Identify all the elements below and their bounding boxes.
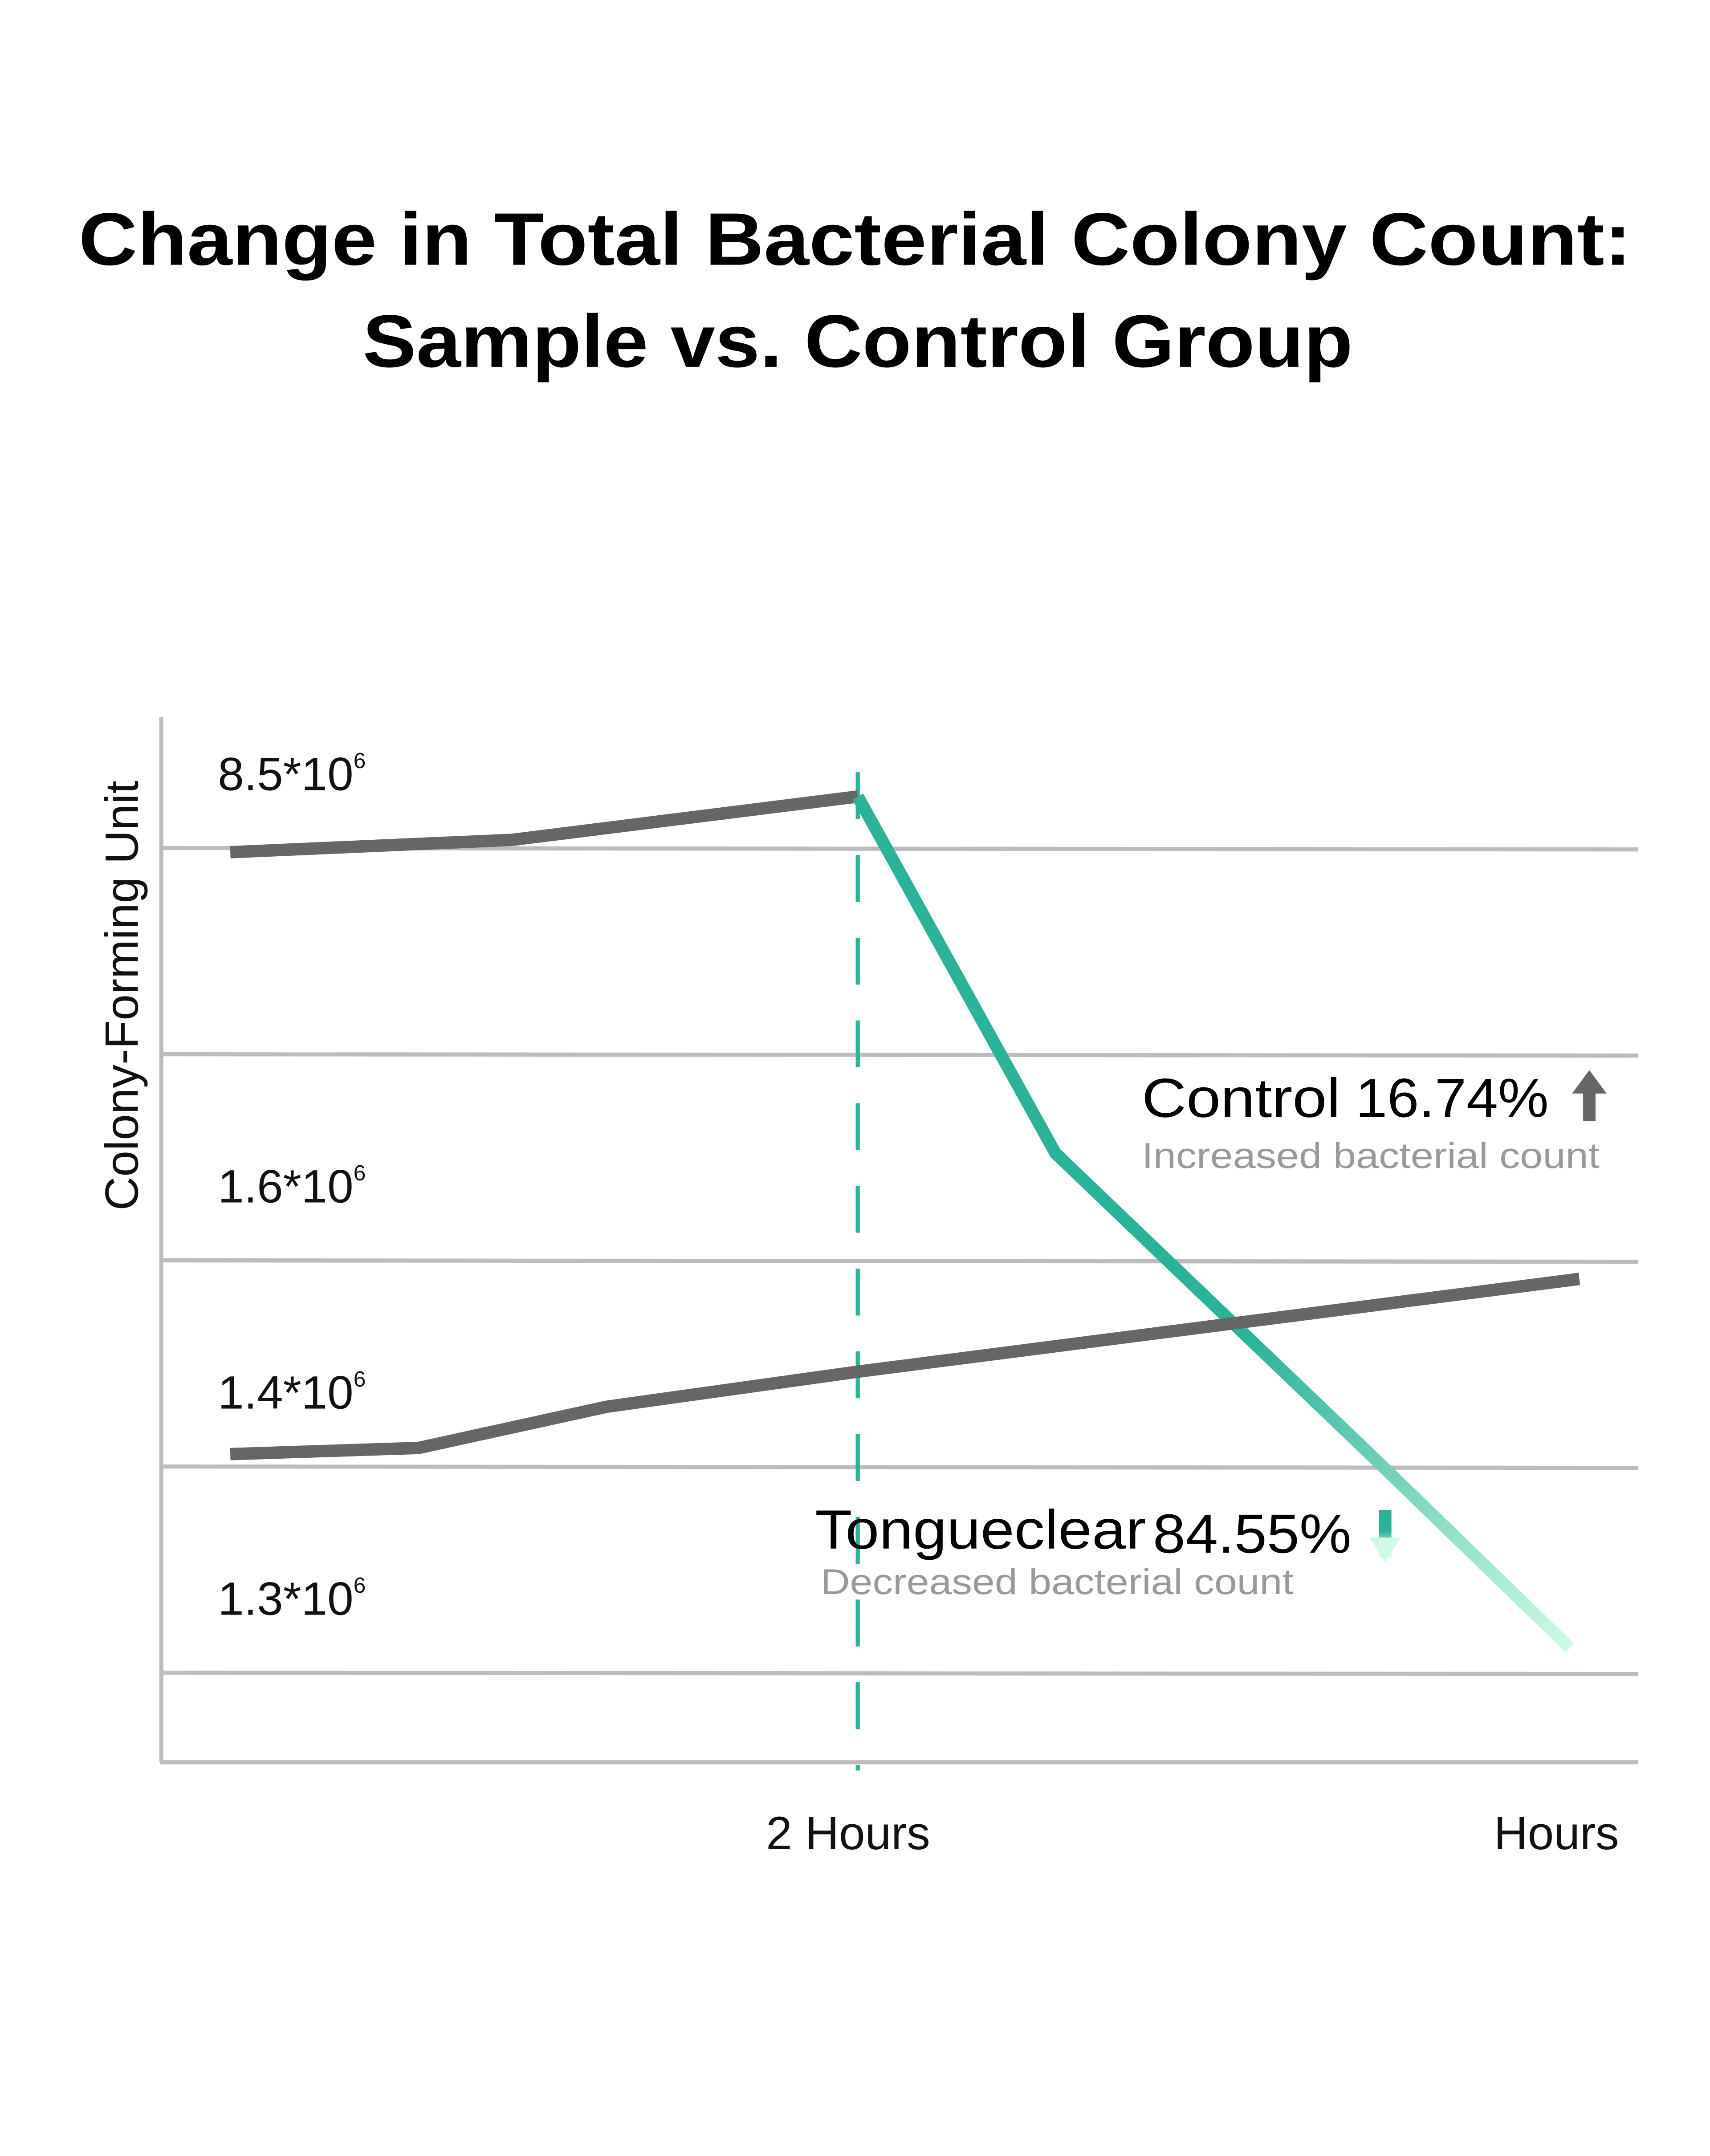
- x-tick-label: 2 Hours: [766, 1807, 930, 1859]
- y-tick-label: 1.4*106: [218, 1367, 366, 1419]
- y-tick-label: 1.6*106: [218, 1160, 366, 1212]
- series-line-control: [230, 1273, 1580, 1460]
- gridline: [161, 1464, 1638, 1470]
- down-arrow-icon: [1369, 1510, 1401, 1562]
- gridline: [161, 1258, 1638, 1264]
- sample-annotation: Tongueclear 84.55% Decreased bacterial c…: [815, 1499, 1401, 1602]
- control-annotation-name: Control: [1142, 1067, 1340, 1129]
- y-tick-labels: 8.5*106 1.6*106 1.4*106 1.3*106: [218, 748, 366, 1625]
- chart-title-line-1: Change in Total Bacterial Colony Count:: [79, 198, 1632, 281]
- series-lines: [230, 790, 1580, 1652]
- gridline: [161, 1670, 1638, 1676]
- control-annotation: Control 16.74% Increased bacterial count: [1142, 1067, 1607, 1176]
- control-annotation-subtitle: Increased bacterial count: [1142, 1136, 1600, 1176]
- control-annotation-value: 16.74%: [1356, 1067, 1549, 1129]
- y-tick-label: 8.5*106: [218, 748, 366, 801]
- sample-annotation-name: Tongueclear: [815, 1499, 1146, 1561]
- up-arrow-icon: [1572, 1070, 1607, 1121]
- series-line-tongueclear: [852, 793, 1575, 1652]
- x-tick-label: Hours: [1494, 1807, 1619, 1859]
- x-tick-labels: 2 Hours Hours: [766, 1807, 1619, 1859]
- y-axis-label: Colony-Forming Unit: [96, 781, 148, 1210]
- gridline: [161, 1052, 1638, 1058]
- sample-annotation-subtitle: Decreased bacterial count: [821, 1562, 1294, 1602]
- sample-annotation-value: 84.55%: [1153, 1503, 1352, 1565]
- chart-title-line-2: Sample vs. Control Group: [362, 300, 1352, 383]
- series-line-tongueclear-before: [230, 790, 859, 858]
- y-tick-label: 1.3*106: [218, 1573, 366, 1625]
